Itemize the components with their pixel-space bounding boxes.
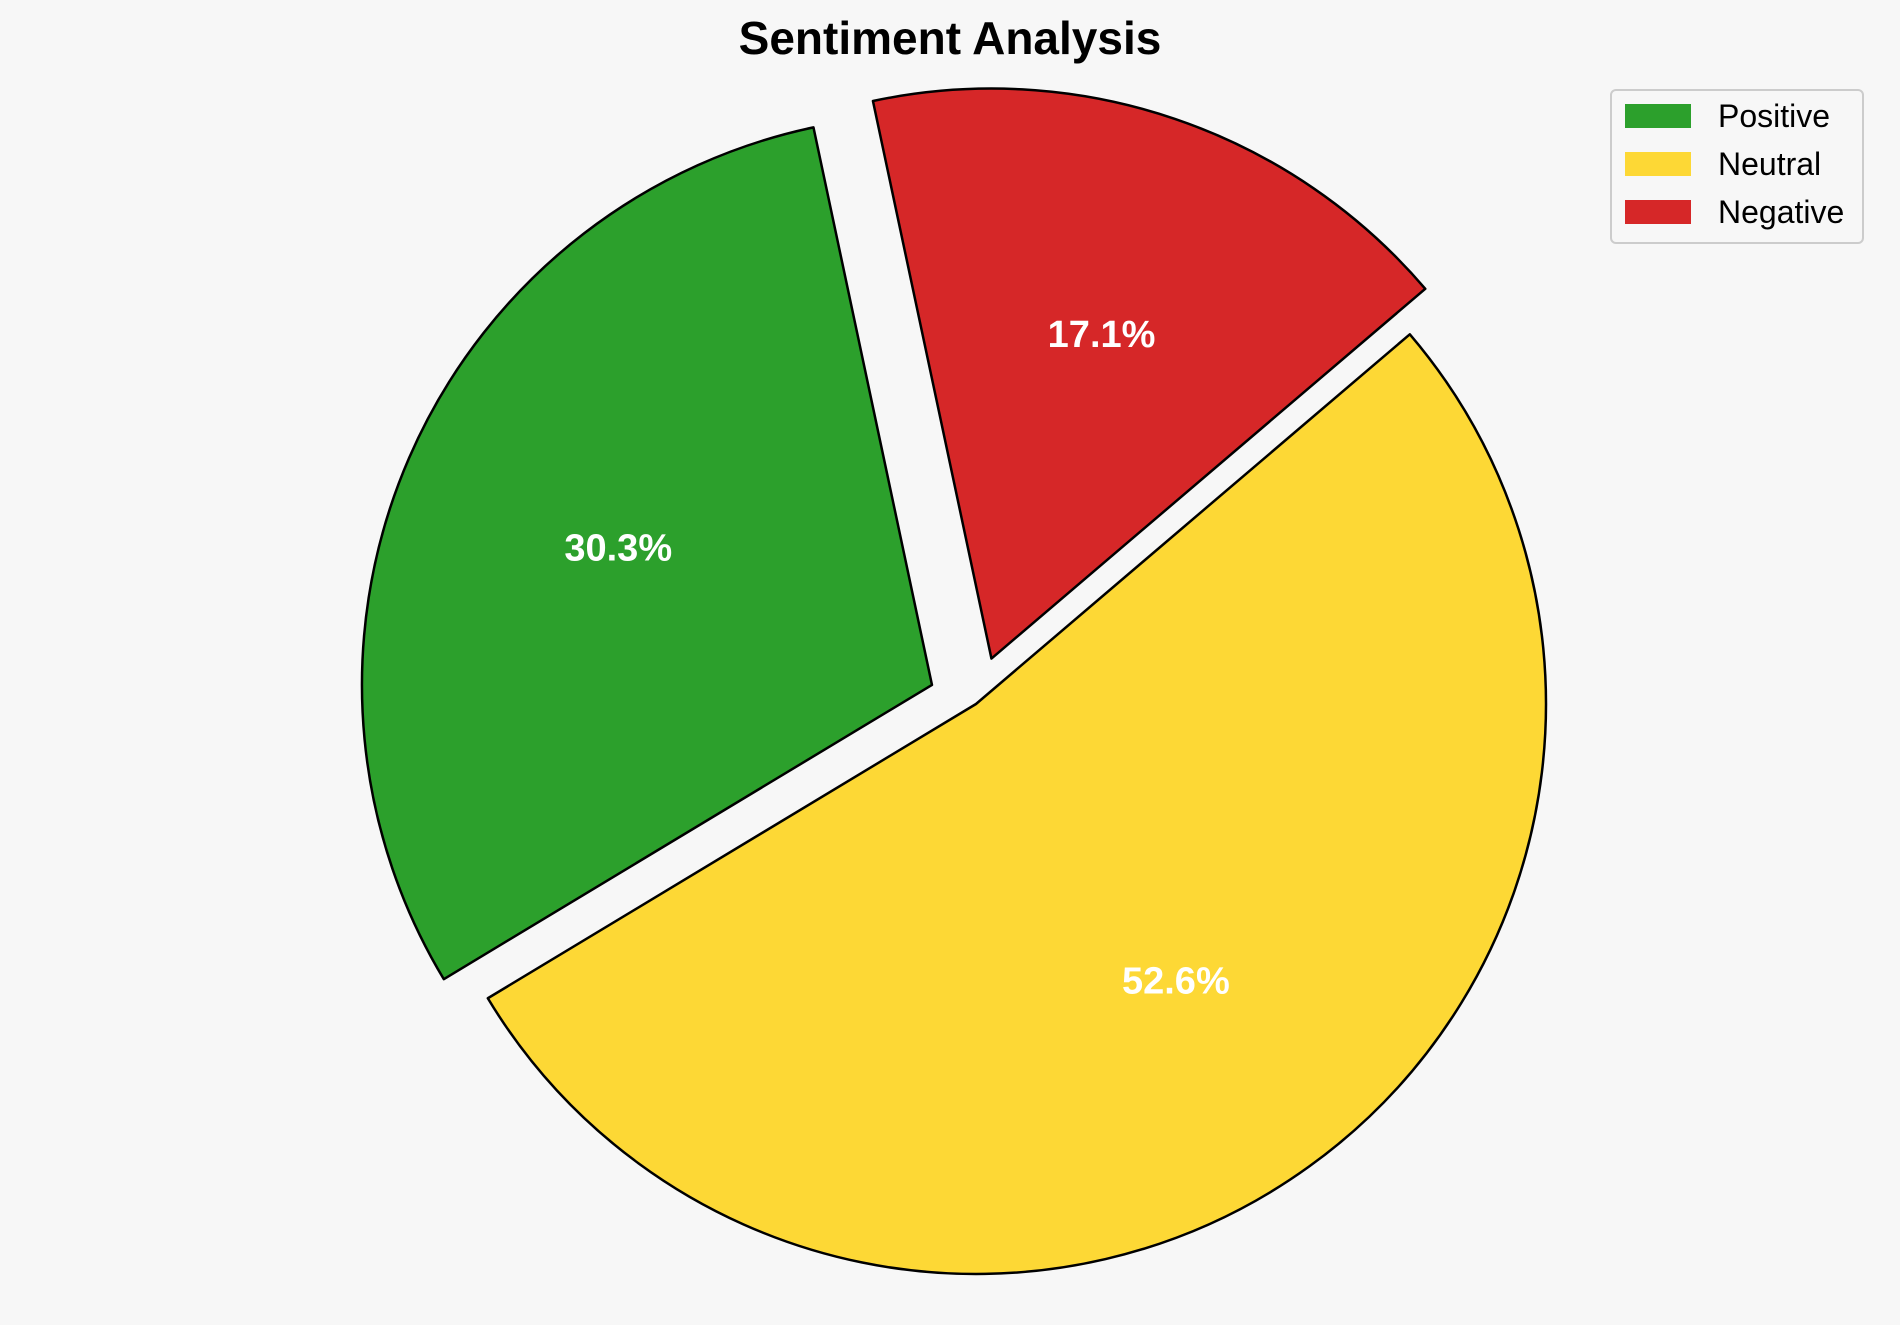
slice-label-neutral: 52.6% — [1122, 961, 1230, 1003]
slice-label-positive: 30.3% — [564, 528, 672, 570]
legend-swatch-negative — [1625, 200, 1691, 224]
legend: Positive Neutral Negative — [1610, 89, 1864, 244]
legend-swatch-positive — [1625, 104, 1691, 128]
legend-label-negative: Negative — [1718, 194, 1844, 230]
legend-label-positive: Positive — [1718, 98, 1830, 134]
legend-label-neutral: Neutral — [1718, 146, 1821, 182]
legend-swatch-neutral — [1625, 152, 1691, 176]
legend-entries: Positive Neutral Negative — [1625, 98, 1844, 230]
pie-slice-negative — [871, 87, 1427, 660]
slice-label-negative: 17.1% — [1048, 314, 1156, 356]
pie-slice-neutral — [486, 333, 1548, 1276]
chart-title: Sentiment Analysis — [739, 12, 1162, 64]
pie-slice-labels: 30.3% 52.6% 17.1% — [564, 314, 1229, 1003]
pie-slice-positive — [360, 126, 934, 981]
pie-slices — [360, 87, 1548, 1276]
